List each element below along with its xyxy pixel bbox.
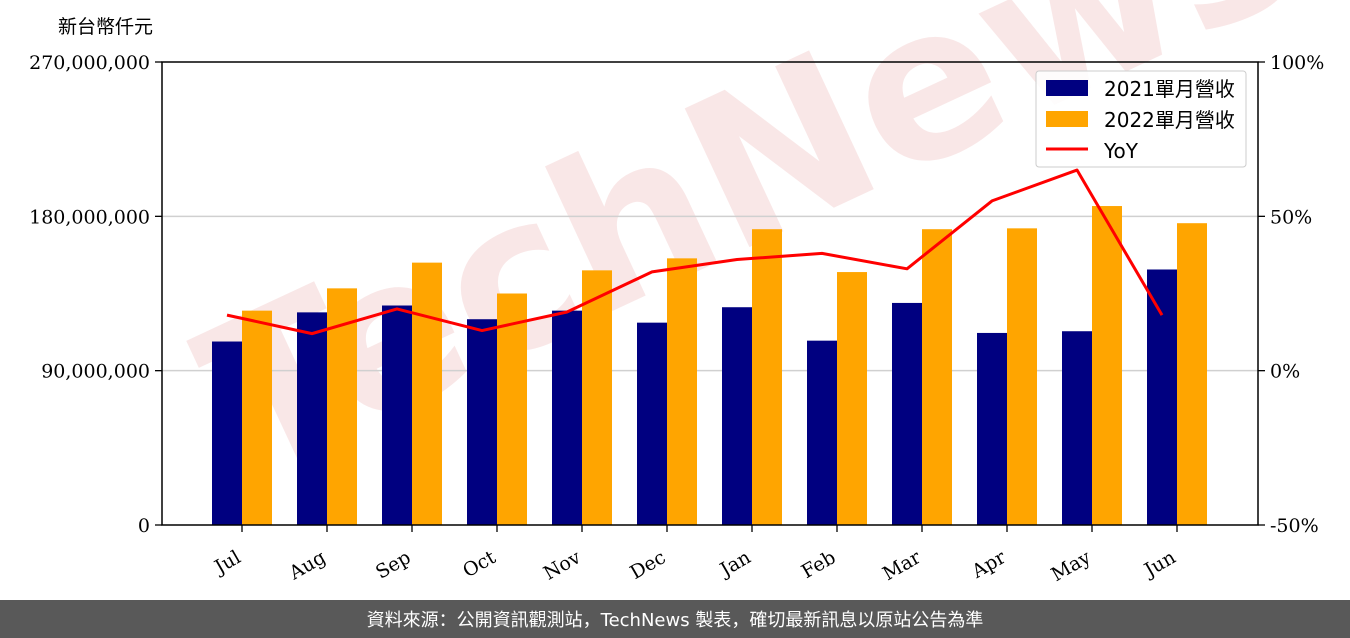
- legend-label-2022: 2022單月營收: [1104, 108, 1235, 132]
- bar-2022: [922, 229, 952, 525]
- bar-2022: [1092, 206, 1122, 526]
- x-axis-tick-label: Jan: [715, 546, 755, 582]
- yoy-line-group: [226, 168, 1164, 336]
- bar-2022: [242, 310, 272, 525]
- legend: 2021單月營收 2022單月營收 YoY: [1035, 70, 1247, 168]
- left-axis-tick-label: 0: [138, 515, 150, 537]
- legend-swatch-2021: [1046, 80, 1088, 96]
- x-axis-tick-label: Apr: [967, 546, 1010, 583]
- bar-2021: [722, 307, 752, 525]
- bar-2021: [552, 310, 582, 525]
- bar-2021: [977, 332, 1007, 525]
- bar-2021: [212, 341, 242, 525]
- left-axis-tick-label: 180,000,000: [29, 206, 150, 228]
- legend-box: [1035, 70, 1247, 168]
- right-axis-tick-label: 100%: [1270, 52, 1324, 74]
- right-axis-tick-label: -50%: [1270, 515, 1319, 537]
- legend-label-yoy: YoY: [1103, 139, 1139, 163]
- right-axis-tick-label: 50%: [1270, 206, 1312, 228]
- plot-frame: [161, 61, 1259, 526]
- bar-2022: [1007, 228, 1037, 525]
- bar-2022: [837, 272, 867, 525]
- x-axis-tick-label: Oct: [459, 546, 500, 582]
- bar-2022: [582, 270, 612, 525]
- bar-2021: [1062, 331, 1092, 525]
- legend-label-2021: 2021單月營收: [1104, 77, 1235, 101]
- bar-2022: [752, 229, 782, 525]
- bar-2022: [412, 262, 442, 525]
- left-axis-tick-label: 90,000,000: [41, 361, 150, 383]
- right-axis-tick-label: 0%: [1270, 361, 1300, 383]
- x-axis-tick-label: May: [1048, 546, 1095, 586]
- x-axis-tick-label: Sep: [372, 546, 415, 583]
- bar-2021: [297, 312, 327, 525]
- bar-2021: [1147, 269, 1177, 525]
- x-axis-tick-label: Feb: [798, 546, 840, 583]
- bar-2022: [1177, 223, 1207, 525]
- x-axis-tick-label: Jun: [1139, 546, 1180, 582]
- yoy-line: [226, 168, 1164, 336]
- bar-2021: [637, 322, 667, 525]
- bar-2021: [382, 305, 412, 525]
- bars: [212, 206, 1207, 526]
- bar-2022: [497, 293, 527, 525]
- x-axis-tick-label: Nov: [540, 546, 585, 585]
- bar-2022: [667, 258, 697, 525]
- x-axis-tick-label: Jul: [209, 546, 244, 579]
- footer-source-note: 資料來源：公開資訊觀測站，TechNews 製表，確切最新訊息以原站公告為準: [0, 600, 1350, 638]
- x-axis-tick-label: Dec: [626, 546, 669, 584]
- bar-2021: [807, 340, 837, 525]
- left-axis-tick-label: 270,000,000: [29, 52, 150, 74]
- chart: TechNews 新台幣仟元 090,000,000180,000,000270…: [29, 0, 1330, 586]
- footer-text: 資料來源：公開資訊觀測站，TechNews 製表，確切最新訊息以原站公告為準: [366, 610, 984, 631]
- x-axis-tick-label: Aug: [285, 546, 330, 585]
- bar-2021: [892, 302, 922, 525]
- y-axis-unit-label: 新台幣仟元: [58, 16, 153, 38]
- bar-2021: [467, 319, 497, 525]
- legend-swatch-2022: [1046, 111, 1088, 127]
- x-axis-tick-label: Mar: [879, 546, 925, 585]
